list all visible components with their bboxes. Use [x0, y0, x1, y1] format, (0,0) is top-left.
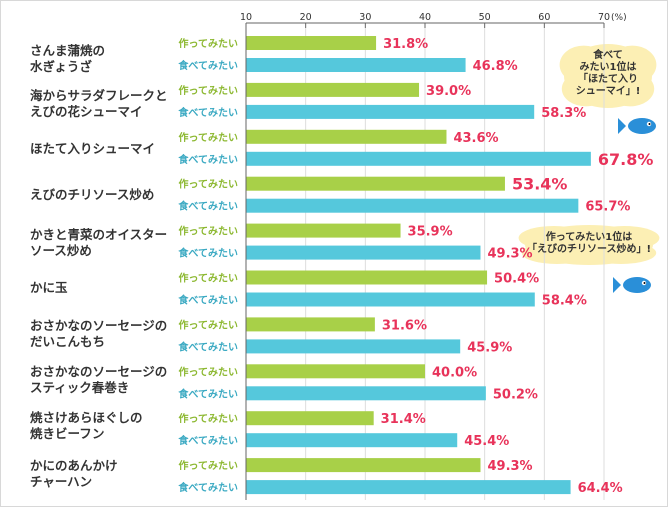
data-label: 67.8% [598, 150, 654, 169]
bar [246, 151, 591, 166]
series-label: 作ってみたい [179, 37, 239, 50]
data-label: 58.4% [542, 294, 587, 309]
series-label: 食べてみたい [177, 247, 238, 260]
tick-label: 50 [479, 12, 491, 23]
annotation-top-make: 作ってみたい1位は 「えびのチリソース炒め」! [526, 232, 652, 255]
category-label: おさかなのソーセージの だいこんもち [30, 318, 168, 349]
annotation-top-eat: 食べて みたい1位は 「ほたて入り シューマイ」! [575, 50, 641, 97]
data-label: 49.3% [487, 459, 532, 474]
data-label: 50.2% [493, 387, 538, 402]
bar [246, 82, 420, 97]
fish-icon [613, 277, 651, 293]
data-label: 39.0% [426, 84, 471, 99]
series-label: 作ってみたい [179, 459, 239, 472]
axis-unit: (%) [611, 13, 627, 23]
data-label: 40.0% [432, 365, 477, 380]
series-label: 食べてみたい [177, 294, 238, 307]
tick-label: 30 [359, 12, 371, 23]
category-label: 焼さけあらほぐしの 焼きビーフン [30, 410, 143, 441]
data-label: 64.4% [578, 481, 623, 496]
series-label: 作ってみたい [179, 84, 239, 97]
bar [246, 386, 486, 401]
data-label: 31.6% [382, 318, 427, 333]
bar [246, 36, 377, 50]
data-label: 53.4% [512, 175, 568, 194]
bar [246, 339, 461, 354]
data-label: 35.9% [408, 225, 453, 240]
bar [246, 58, 466, 72]
series-label: 作ってみたい [179, 365, 239, 378]
tick-label: 40 [419, 12, 431, 23]
category-label: ほたて入りシューマイ [30, 141, 156, 156]
bar [246, 104, 535, 119]
category-label: かにのあんかけ チャーハン [30, 458, 118, 489]
speech-bubble [559, 44, 657, 108]
bar [246, 364, 425, 379]
category-label: えびのチリソース炒め [30, 187, 155, 202]
data-label: 46.8% [473, 59, 518, 74]
series-label: 食べてみたい [177, 434, 238, 447]
category-label: 海からサラダフレークと えびの花シューマイ [30, 88, 168, 119]
category-label: さんま蒲焼の 水ぎょうざ [30, 43, 106, 74]
category-label: おさかなのソーセージの スティック春巻き [30, 364, 168, 395]
data-label: 45.4% [464, 434, 509, 449]
bar [246, 223, 401, 238]
bar [246, 129, 447, 144]
bar [246, 245, 481, 260]
series-label: 作ってみたい [179, 412, 239, 425]
speech-bubble [518, 225, 660, 265]
fish-icon [618, 118, 656, 134]
category-label: かに玉 [30, 280, 68, 295]
category-label: かきと青菜のオイスター ソース炒め [30, 227, 168, 258]
series-label: 食べてみたい [177, 106, 238, 119]
bar [246, 292, 535, 307]
data-label: 31.4% [381, 412, 426, 427]
data-label: 49.3% [487, 247, 532, 262]
bar [246, 458, 481, 473]
series-label: 食べてみたい [177, 340, 238, 353]
series-label: 作ってみたい [179, 178, 239, 191]
data-label: 45.9% [467, 340, 512, 355]
data-label: 50.4% [494, 272, 539, 287]
series-label: 食べてみたい [177, 481, 238, 494]
series-label: 作ってみたい [179, 225, 239, 238]
bar [246, 176, 505, 191]
series-label: 食べてみたい [177, 59, 238, 72]
series-label: 作ってみたい [179, 131, 239, 144]
bar [246, 411, 374, 426]
series-label: 食べてみたい [177, 153, 238, 166]
bar [246, 433, 458, 448]
tick-label: 10 [240, 12, 252, 23]
tick-label: 20 [300, 12, 312, 23]
data-label: 43.6% [453, 131, 498, 146]
series-label: 作ってみたい [179, 318, 239, 331]
series-label: 食べてみたい [177, 200, 238, 213]
bar [246, 270, 488, 285]
series-label: 作ってみたい [179, 272, 239, 285]
bar [246, 480, 571, 495]
series-label: 食べてみたい [177, 387, 238, 400]
data-label: 65.7% [585, 200, 630, 215]
tick-label: 70 [598, 12, 610, 23]
data-label: 58.3% [541, 106, 586, 121]
data-label: 31.8% [383, 37, 428, 52]
tick-label: 60 [538, 12, 550, 23]
bar [246, 317, 375, 332]
bar [246, 198, 579, 213]
